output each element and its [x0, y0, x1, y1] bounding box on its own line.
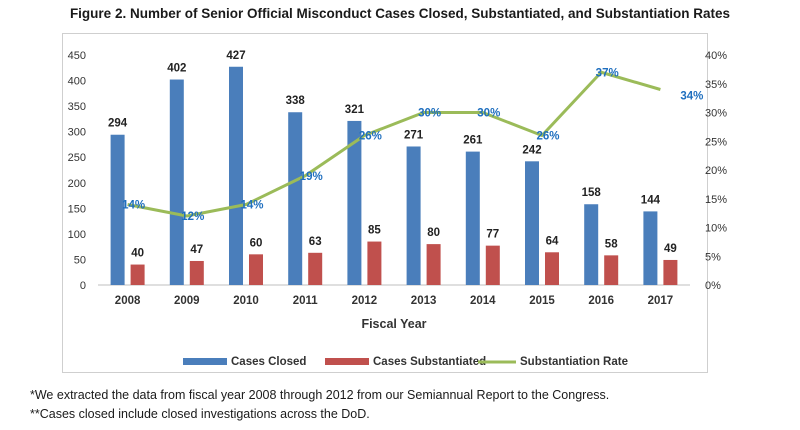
bar-cases-closed	[584, 204, 599, 285]
x-tick-label: 2009	[174, 295, 200, 307]
x-tick-label: 2011	[293, 295, 319, 307]
data-label-substantiation-rate: 14%	[240, 200, 263, 212]
y2-tick-label: 10%	[705, 223, 727, 235]
footnote-cases-closed: **Cases closed include closed investigat…	[30, 407, 370, 421]
y2-tick-label: 40%	[705, 50, 727, 62]
data-label-substantiation-rate: 34%	[680, 91, 703, 103]
legend-cases-closed-swatch	[183, 358, 227, 365]
data-label-cases-substantiated: 60	[250, 237, 263, 249]
x-axis-title: Fiscal Year	[361, 317, 426, 331]
y-tick-label: 400	[68, 76, 86, 88]
data-label-cases-closed: 294	[108, 118, 128, 130]
x-tick-label: 2016	[588, 295, 614, 307]
data-label-cases-substantiated: 77	[486, 229, 499, 241]
bar-cases-substantiated	[367, 241, 382, 285]
bar-cases-closed	[229, 66, 243, 285]
y-tick-label: 250	[68, 152, 86, 164]
data-label-cases-substantiated: 63	[309, 236, 322, 248]
data-label-cases-closed: 144	[641, 194, 661, 206]
data-label-substantiation-rate: 14%	[122, 200, 145, 212]
bar-cases-closed	[525, 161, 539, 285]
bar-cases-closed	[347, 120, 362, 285]
x-tick-label: 2010	[233, 295, 259, 307]
data-label-cases-closed: 158	[582, 187, 602, 199]
x-tick-label: 2015	[529, 295, 555, 307]
y2-tick-label: 15%	[705, 194, 727, 206]
y-tick-label: 350	[68, 101, 86, 113]
bar-cases-substantiated	[426, 244, 441, 285]
legend-cases-substantiated-label: Cases Substantiated	[373, 356, 486, 368]
bar-cases-closed	[643, 211, 658, 285]
data-label-substantiation-rate: 26%	[536, 131, 559, 143]
bar-cases-substantiated	[485, 245, 500, 285]
data-label-cases-substantiated: 58	[605, 238, 618, 250]
chart-frame	[62, 33, 708, 373]
x-tick-label: 2013	[411, 295, 437, 307]
chart-title: Figure 2. Number of Senior Official Misc…	[69, 6, 731, 21]
bar-cases-substantiated	[189, 260, 204, 285]
data-label-cases-closed: 427	[226, 50, 245, 62]
y2-tick-label: 35%	[705, 79, 727, 91]
data-label-cases-substantiated: 47	[190, 244, 203, 256]
bar-cases-closed	[288, 112, 303, 285]
bar-cases-substantiated	[130, 264, 145, 285]
bar-cases-substantiated	[545, 252, 559, 285]
data-label-cases-closed: 321	[345, 104, 365, 116]
data-label-cases-closed: 242	[522, 144, 541, 156]
y2-tick-label: 5%	[705, 251, 721, 263]
data-label-substantiation-rate: 37%	[596, 67, 619, 79]
y-tick-label: 300	[68, 127, 86, 139]
y-tick-label: 50	[74, 254, 86, 266]
legend-substantiation-rate-label: Substantiation Rate	[520, 356, 628, 368]
x-tick-label: 2008	[115, 295, 141, 307]
data-label-cases-substantiated: 85	[368, 225, 381, 237]
x-tick-label: 2012	[352, 295, 378, 307]
data-label-cases-substantiated: 40	[131, 248, 144, 260]
y-tick-label: 150	[68, 203, 86, 215]
y-tick-label: 100	[68, 229, 86, 241]
bar-cases-substantiated	[249, 254, 263, 285]
y-tick-label: 200	[68, 178, 86, 190]
line-substantiation-rate	[127, 70, 661, 218]
y-tick-label: 450	[68, 50, 86, 62]
bar-cases-closed	[169, 79, 184, 286]
bar-cases-closed	[465, 151, 480, 285]
data-label-substantiation-rate: 12%	[181, 211, 204, 223]
x-tick-label: 2017	[648, 295, 674, 307]
data-label-cases-substantiated: 64	[546, 235, 559, 247]
data-label-substantiation-rate: 30%	[477, 108, 500, 120]
y-tick-label: 0	[80, 280, 86, 292]
data-label-cases-closed: 402	[167, 63, 186, 75]
footnote-data-source: *We extracted the data from fiscal year …	[30, 388, 610, 402]
data-label-substantiation-rate: 26%	[359, 131, 382, 143]
data-label-substantiation-rate: 30%	[418, 108, 441, 120]
y2-tick-label: 0%	[705, 280, 721, 292]
x-tick-label: 2014	[470, 295, 496, 307]
data-label-cases-closed: 261	[463, 135, 483, 147]
data-label-cases-closed: 271	[404, 129, 424, 141]
y2-tick-label: 30%	[705, 108, 727, 120]
data-label-substantiation-rate: 19%	[300, 171, 323, 183]
bar-cases-substantiated	[663, 259, 678, 285]
bar-cases-substantiated	[308, 252, 323, 285]
bar-cases-closed	[110, 134, 125, 285]
bar-cases-substantiated	[604, 255, 619, 285]
legend-cases-substantiated-swatch	[325, 358, 369, 365]
y2-tick-label: 25%	[705, 136, 727, 148]
data-label-cases-substantiated: 80	[427, 227, 440, 239]
data-label-cases-closed: 338	[286, 95, 306, 107]
data-label-cases-substantiated: 49	[664, 243, 677, 255]
y2-tick-label: 20%	[705, 165, 727, 177]
legend-cases-closed-label: Cases Closed	[231, 356, 306, 368]
bar-cases-closed	[406, 146, 421, 285]
